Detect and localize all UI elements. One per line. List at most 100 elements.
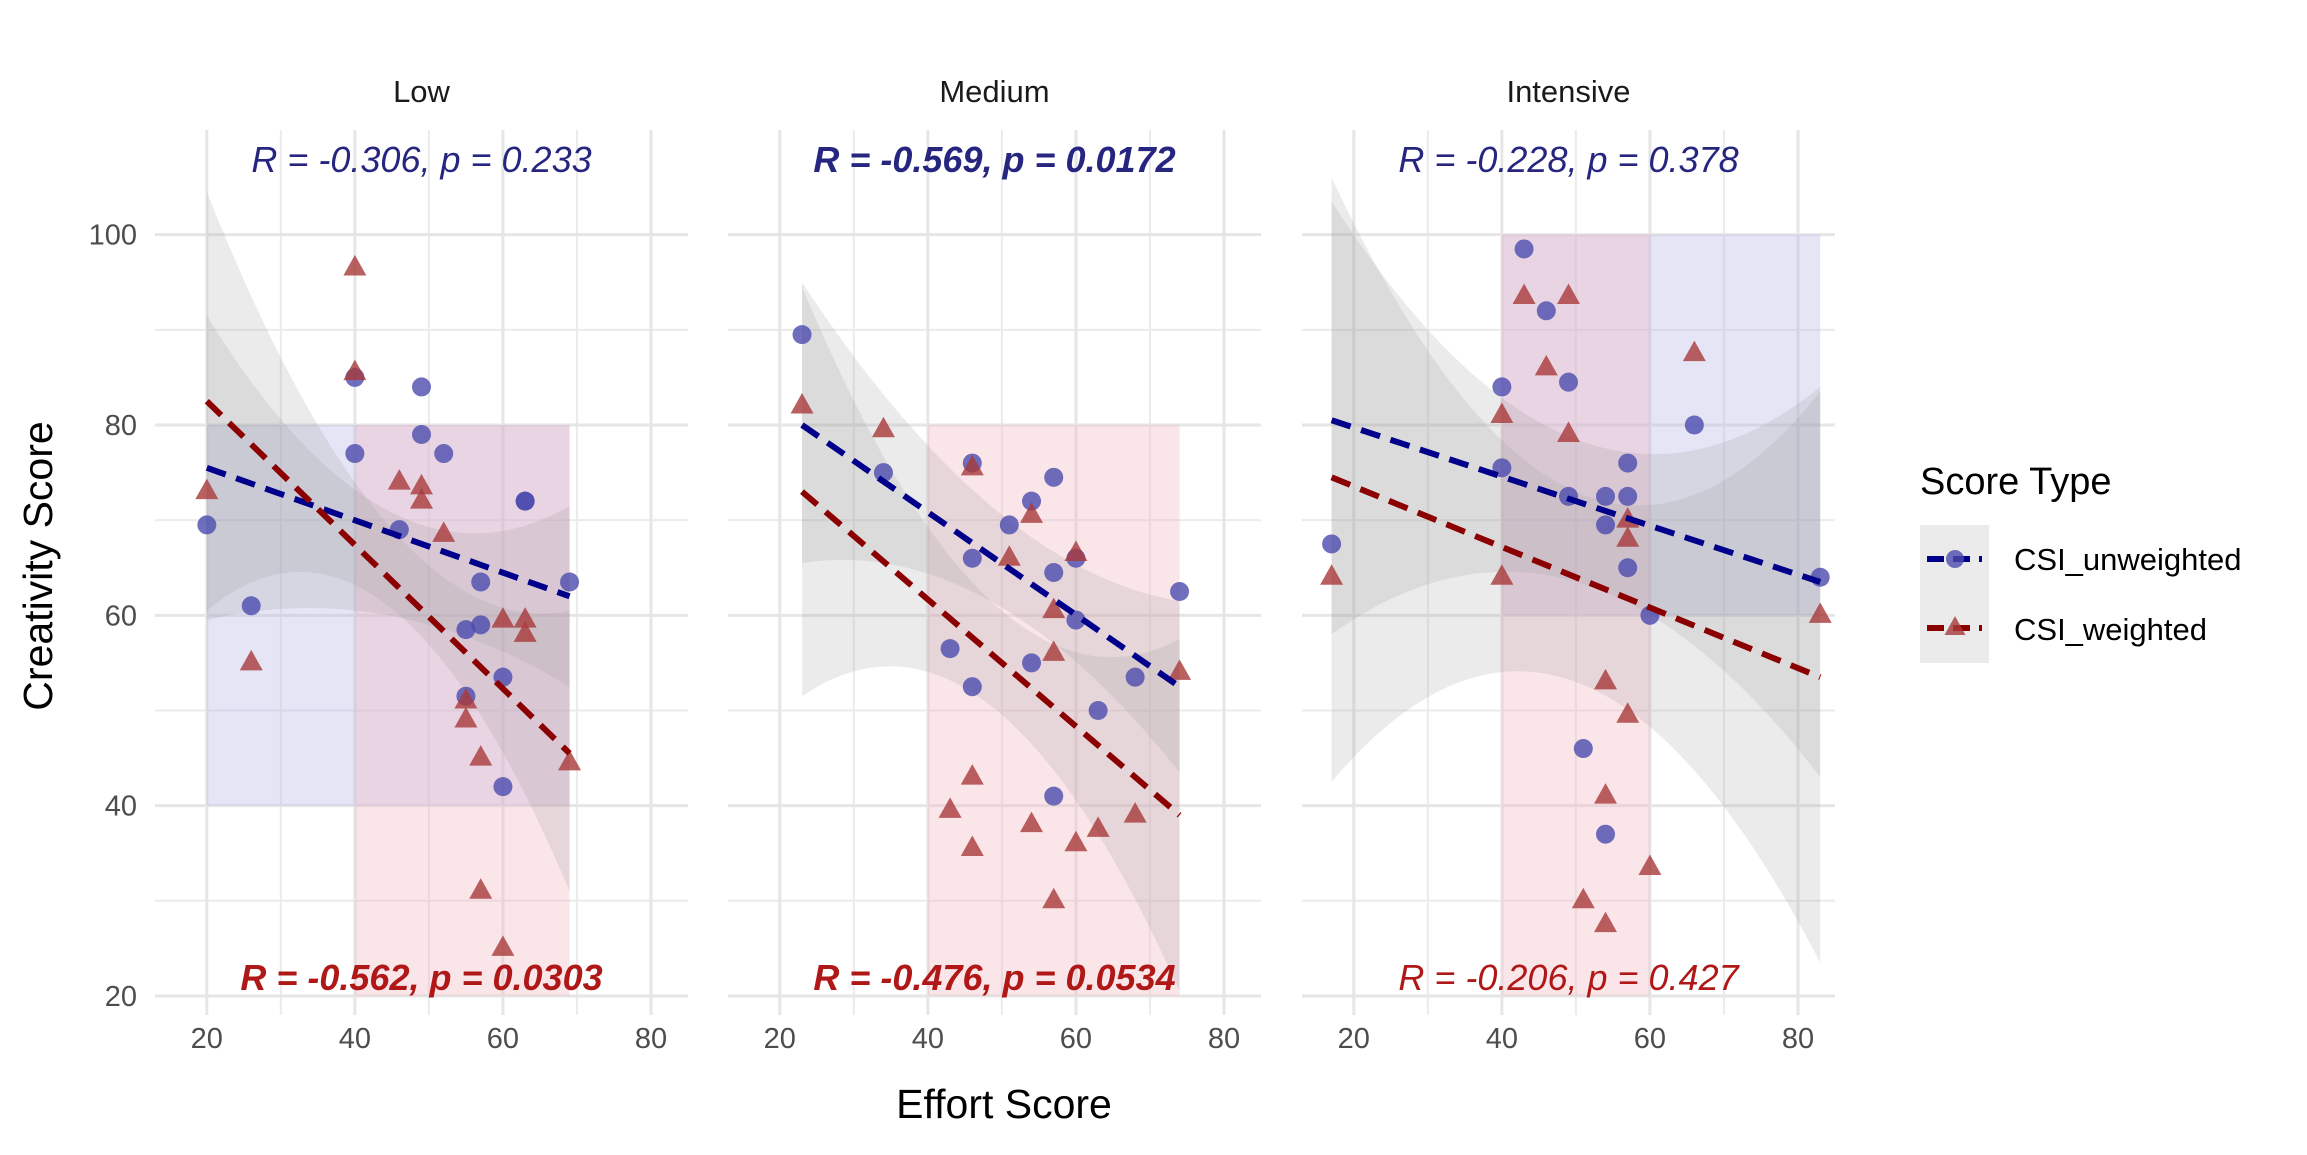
point-weighted	[960, 764, 984, 785]
point-unweighted	[873, 463, 893, 483]
point-weighted	[1638, 854, 1662, 875]
point-weighted	[960, 454, 984, 476]
point-weighted	[960, 835, 984, 856]
point-weighted	[1534, 354, 1558, 376]
point-unweighted	[456, 620, 476, 640]
point-unweighted	[1596, 486, 1616, 506]
point-weighted	[1594, 783, 1618, 804]
point-weighted	[938, 797, 962, 818]
y-tick-label: 80	[105, 410, 137, 442]
point-unweighted	[515, 491, 535, 511]
legend-label-unweighted: CSI_unweighted	[2014, 542, 2242, 577]
point-weighted	[1594, 911, 1618, 933]
point-weighted	[1616, 526, 1640, 547]
point-weighted	[1682, 340, 1706, 362]
point-unweighted	[1492, 377, 1512, 397]
point-unweighted	[1618, 486, 1638, 506]
stat-annotation-unweighted: R = -0.569, p = 0.0172	[813, 139, 1175, 180]
point-unweighted	[1559, 372, 1578, 392]
point-weighted	[1042, 640, 1066, 661]
panel-title: Medium	[939, 74, 1049, 109]
fit-line-unweighted	[800, 422, 1182, 690]
point-weighted	[558, 749, 582, 771]
point-weighted	[1571, 887, 1595, 909]
x-tick-label: 20	[764, 1023, 796, 1055]
point-weighted	[491, 607, 515, 628]
fit-line-unweighted	[1330, 417, 1822, 585]
x-tick-label: 80	[1782, 1023, 1814, 1055]
point-unweighted	[962, 548, 982, 568]
confidence-band-weighted	[802, 287, 1180, 992]
point-unweighted	[962, 677, 982, 697]
point-weighted	[239, 649, 263, 671]
point-weighted	[1064, 830, 1088, 852]
range-rect-unweighted	[1501, 234, 1821, 616]
legend-title: Score Type	[1920, 461, 2112, 503]
point-weighted	[1064, 540, 1088, 561]
point-weighted	[513, 621, 537, 642]
y-tick-label: 40	[105, 791, 137, 823]
point-weighted	[410, 488, 433, 509]
fit-line-unweighted	[205, 464, 571, 600]
point-unweighted	[1044, 563, 1064, 582]
legend-marker-unweighted	[1946, 550, 1964, 568]
point-weighted	[1123, 802, 1147, 823]
point-weighted	[387, 469, 411, 490]
y-tick-label: 60	[105, 600, 137, 632]
point-unweighted	[1044, 467, 1064, 487]
point-weighted	[871, 416, 895, 438]
point-unweighted	[1022, 491, 1042, 511]
point-unweighted	[434, 444, 454, 464]
point-unweighted	[1684, 415, 1704, 435]
point-unweighted	[1618, 453, 1638, 473]
confidence-band-weighted	[1331, 177, 1821, 963]
point-unweighted	[1573, 739, 1593, 759]
y-axis-title: Creativity Score	[15, 421, 61, 710]
point-unweighted	[241, 596, 261, 616]
point-weighted	[1808, 602, 1832, 623]
point-weighted	[1320, 564, 1344, 585]
point-weighted	[454, 687, 478, 709]
stat-annotation-weighted: R = -0.206, p = 0.427	[1398, 957, 1740, 998]
point-weighted	[1042, 887, 1066, 909]
point-unweighted	[1618, 558, 1638, 578]
stat-annotation-weighted: R = -0.562, p = 0.0303	[240, 957, 602, 998]
point-weighted	[195, 478, 219, 500]
point-weighted	[1168, 659, 1192, 680]
point-unweighted	[940, 639, 960, 659]
legend: Score Type CSI_unweighted CSI_weighted	[1920, 461, 2242, 663]
x-axis-title: Effort Score	[896, 1081, 1112, 1127]
point-unweighted	[1596, 515, 1616, 535]
stat-annotation-unweighted: R = -0.306, p = 0.233	[251, 139, 591, 180]
point-unweighted	[412, 425, 431, 445]
point-weighted	[1490, 564, 1514, 585]
point-weighted	[790, 392, 814, 414]
panel-title: Intensive	[1506, 74, 1630, 109]
point-unweighted	[1514, 239, 1534, 259]
point-weighted	[513, 607, 537, 628]
point-weighted	[454, 707, 478, 728]
x-tick-label: 40	[339, 1023, 371, 1055]
point-weighted	[997, 545, 1021, 566]
fit-line-weighted	[800, 489, 1182, 818]
point-weighted	[432, 521, 456, 542]
point-unweighted	[1044, 786, 1064, 806]
confidence-band-unweighted	[1331, 201, 1821, 778]
point-unweighted	[792, 325, 812, 345]
point-weighted	[1490, 402, 1514, 423]
stat-annotation-unweighted: R = -0.228, p = 0.378	[1398, 139, 1738, 180]
point-weighted	[1616, 702, 1640, 723]
point-unweighted	[1596, 824, 1616, 844]
point-weighted	[1557, 421, 1580, 443]
x-tick-label: 20	[1338, 1023, 1370, 1055]
point-weighted	[469, 745, 493, 766]
point-unweighted	[493, 777, 513, 797]
legend-label-weighted: CSI_weighted	[2014, 612, 2207, 647]
range-rect-weighted	[354, 425, 570, 996]
point-weighted	[1512, 283, 1536, 305]
point-unweighted	[1088, 700, 1108, 720]
x-tick-label: 60	[1634, 1023, 1666, 1055]
point-unweighted	[471, 572, 491, 592]
point-unweighted	[1170, 582, 1190, 602]
